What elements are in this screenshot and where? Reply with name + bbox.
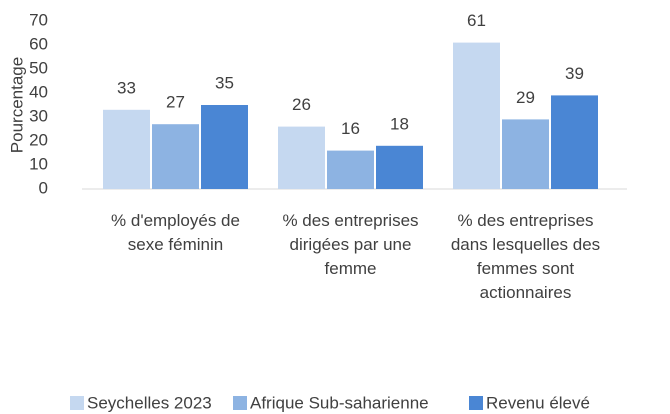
x-tick-label: % des entreprises dans lesquelles des fe… — [450, 211, 601, 302]
y-tick-label: 20 — [29, 130, 48, 149]
y-tick-label: 60 — [29, 34, 48, 53]
y-axis-label: Pourcentage — [7, 57, 26, 153]
bar — [453, 42, 500, 189]
legend-label: Seychelles 2023 — [87, 393, 212, 412]
data-label: 35 — [215, 73, 234, 92]
bar — [376, 145, 423, 189]
data-label: 29 — [516, 88, 535, 107]
legend-swatch — [70, 396, 84, 410]
bar — [201, 105, 248, 189]
legend-swatch — [233, 396, 247, 410]
data-label: 61 — [467, 11, 486, 30]
data-label: 16 — [341, 119, 360, 138]
y-tick-label: 0 — [39, 178, 48, 197]
data-label: 26 — [292, 95, 311, 114]
x-tick-label: % des entreprises dirigées par une femme — [282, 211, 419, 278]
y-tick-label: 10 — [29, 154, 48, 173]
bar — [278, 126, 325, 189]
y-tick-label: 30 — [29, 106, 48, 125]
x-tick-label: % d'employés de sexe féminin — [111, 211, 240, 254]
y-tick-label: 50 — [29, 58, 48, 77]
bar — [103, 109, 150, 189]
bar — [551, 95, 598, 189]
y-tick-label: 70 — [29, 10, 48, 29]
legend-swatch — [469, 396, 483, 410]
y-tick-label: 40 — [29, 82, 48, 101]
bar — [152, 124, 199, 189]
bar — [327, 150, 374, 189]
bar — [502, 119, 549, 189]
legend-label: Afrique Sub-saharienne — [250, 393, 429, 412]
data-label: 18 — [390, 114, 409, 133]
data-label: 27 — [166, 93, 185, 112]
legend-label: Revenu élevé — [486, 393, 590, 412]
data-label: 33 — [117, 78, 136, 97]
data-label: 39 — [565, 64, 584, 83]
